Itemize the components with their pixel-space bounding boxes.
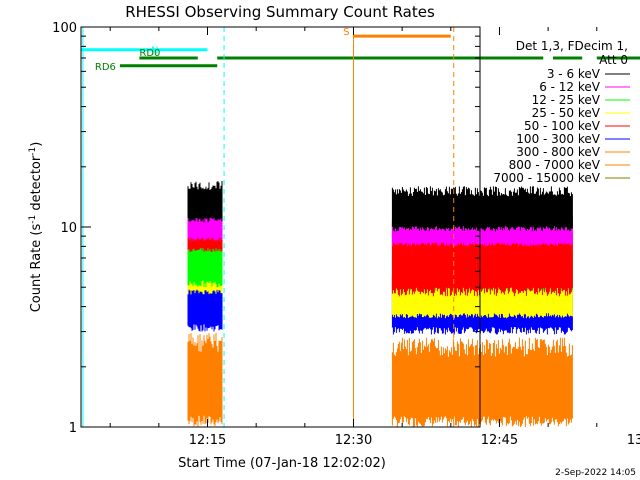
y-tick-label-0: 1 bbox=[69, 421, 77, 436]
x-tick-label-0: 12:15 bbox=[189, 433, 226, 448]
legend-label-2: 12 - 25 keV bbox=[532, 93, 601, 107]
series-0-band-1 bbox=[391, 337, 573, 427]
flag-label-S: S bbox=[343, 27, 349, 38]
y-axis-label-mid: detector bbox=[29, 155, 44, 215]
series-6-band-0 bbox=[187, 181, 223, 223]
chart-title: RHESSI Observing Summary Count Rates bbox=[125, 3, 435, 21]
y-axis-label-sup2: -1 bbox=[28, 147, 38, 156]
flag-label-RD0: RD0 bbox=[139, 48, 160, 59]
y-axis-label: Count Rate (s-1 detector-1) bbox=[28, 142, 44, 313]
legend-label-5: 100 - 300 keV bbox=[516, 132, 600, 146]
y-axis-label-sup1: -1 bbox=[28, 215, 38, 224]
legend-label-7: 800 - 7000 keV bbox=[509, 158, 601, 172]
flag-label-N: N bbox=[151, 46, 158, 57]
y-axis-label-main: Count Rate (s bbox=[29, 224, 44, 313]
series-2-band-1 bbox=[391, 277, 573, 319]
series-3-band-0 bbox=[187, 232, 223, 288]
legend-label-1: 6 - 12 keV bbox=[539, 80, 601, 94]
x-tick-label-3: 13:00 bbox=[627, 433, 640, 448]
x-tick-label-2: 12:45 bbox=[481, 433, 518, 448]
legend-header-2: Att 0 bbox=[599, 53, 628, 67]
legend-label-4: 50 - 100 keV bbox=[524, 119, 601, 133]
y-tick-label-1: 10 bbox=[60, 221, 77, 236]
series-4-band-1 bbox=[391, 222, 573, 297]
legend-label-8: 7000 - 15000 keV bbox=[493, 171, 600, 185]
y-tick-label-2: 100 bbox=[52, 21, 77, 36]
legend-label-3: 25 - 50 keV bbox=[532, 106, 601, 120]
footer-timestamp: 2-Sep-2022 14:05 bbox=[555, 468, 636, 478]
x-tick-label-1: 12:30 bbox=[335, 433, 372, 448]
legend-label-6: 300 - 800 keV bbox=[516, 145, 600, 159]
legend-header-1: Det 1,3, FDecim 1, bbox=[516, 39, 628, 53]
y-axis-label-end: ) bbox=[29, 142, 44, 147]
series-0-band-0 bbox=[187, 332, 223, 427]
flag-label-RD6: RD6 bbox=[95, 62, 116, 73]
series-5-band-0 bbox=[187, 211, 223, 241]
legend-label-0: 3 - 6 keV bbox=[547, 67, 601, 81]
data-bands-layer bbox=[187, 181, 573, 427]
series-6-band-1 bbox=[391, 186, 573, 232]
series-1-band-0 bbox=[187, 271, 223, 332]
x-axis-label: Start Time (07-Jan-18 12:02:02) bbox=[178, 456, 386, 471]
flag-bars-layer: N S RD0 RD6 bbox=[81, 27, 640, 73]
